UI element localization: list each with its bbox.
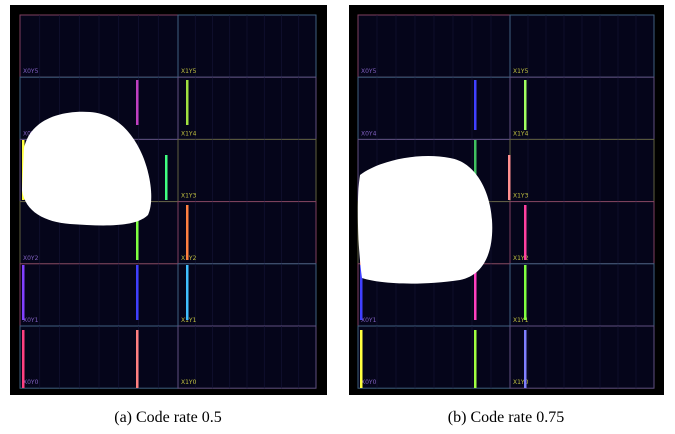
resource-column <box>136 265 139 320</box>
region-label: X0Y4 <box>361 130 377 137</box>
caption: (a) Code rate 0.5 <box>114 409 222 426</box>
region-label: X0Y1 <box>23 317 39 324</box>
resource-column <box>136 80 139 125</box>
region-label: X0Y2 <box>23 255 39 262</box>
resource-column <box>508 155 511 200</box>
region-label: X0Y5 <box>361 68 377 75</box>
panel-a: X0Y5X1Y5X0Y4X1Y4X0Y3X1Y3X0Y2X1Y2X0Y1X1Y1… <box>10 5 327 395</box>
resource-column <box>22 265 25 320</box>
figure: X0Y5X1Y5X0Y4X1Y4X0Y3X1Y3X0Y2X1Y2X0Y1X1Y1… <box>0 0 675 434</box>
resource-column <box>186 205 189 260</box>
region-label: X1Y0 <box>181 379 197 386</box>
region-label: X1Y1 <box>181 317 197 324</box>
region-label: X1Y4 <box>513 130 529 137</box>
panel-b: X0Y5X1Y5X0Y4X1Y4X0Y3X1Y3X0Y2X1Y2X0Y1X1Y1… <box>349 5 664 395</box>
region-label: X0Y0 <box>23 379 39 386</box>
placed-logic <box>358 156 492 284</box>
resource-column <box>524 205 527 260</box>
resource-column <box>136 330 139 388</box>
resource-column <box>186 80 189 125</box>
region-label: X1Y5 <box>513 68 529 75</box>
resource-column <box>186 265 189 320</box>
resource-column <box>22 330 25 388</box>
region-label: X1Y3 <box>513 193 529 200</box>
region-label: X1Y2 <box>181 255 197 262</box>
region-label: X1Y5 <box>181 68 197 75</box>
caption: (b) Code rate 0.75 <box>448 409 564 426</box>
resource-column <box>165 155 168 200</box>
region-label: X1Y3 <box>181 193 197 200</box>
region-label: X0Y1 <box>361 317 377 324</box>
resource-column <box>524 80 527 130</box>
resource-column <box>360 330 363 388</box>
region-label: X0Y0 <box>361 379 377 386</box>
resource-column <box>524 265 527 320</box>
resource-column <box>474 80 477 130</box>
region-label: X0Y5 <box>23 68 39 75</box>
resource-column <box>474 330 477 388</box>
resource-column <box>524 330 527 388</box>
region-label: X1Y4 <box>181 130 197 137</box>
